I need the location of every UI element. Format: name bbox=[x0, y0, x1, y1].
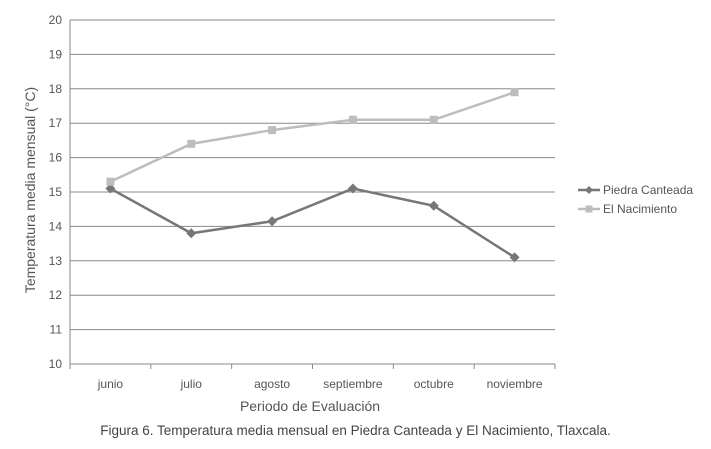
gridlines bbox=[70, 19, 555, 365]
y-tick-label: 18 bbox=[49, 82, 63, 96]
data-point bbox=[348, 115, 357, 124]
data-point bbox=[187, 139, 196, 148]
y-tick-label: 12 bbox=[49, 288, 63, 302]
legend-label: Piedra Canteada bbox=[603, 183, 693, 197]
data-point bbox=[347, 183, 358, 194]
y-tick-label: 19 bbox=[49, 47, 63, 61]
legend: Piedra Canteada El Nacimiento bbox=[578, 183, 693, 216]
figure-caption: Figura 6. Temperatura media mensual en P… bbox=[100, 423, 611, 438]
data-point bbox=[105, 183, 116, 194]
data-point bbox=[267, 216, 278, 227]
y-tick-label: 14 bbox=[49, 219, 63, 233]
x-tick-labels: junio julio agosto septiembre octubre noviemb… bbox=[97, 377, 543, 391]
y-tick-labels: 10 11 12 13 14 15 16 17 18 19 20 bbox=[49, 13, 63, 371]
series-line bbox=[109, 91, 515, 183]
series-line bbox=[109, 187, 516, 259]
data-point bbox=[186, 228, 197, 239]
x-tick-label: octubre bbox=[414, 377, 454, 391]
y-tick-label: 10 bbox=[49, 357, 63, 371]
y-tick-label: 16 bbox=[49, 151, 63, 165]
y-axis-title: Temperatura media mensual (°C) bbox=[22, 87, 38, 293]
y-tick-label: 17 bbox=[49, 116, 63, 130]
series-2 bbox=[106, 88, 519, 186]
data-point bbox=[268, 126, 277, 135]
x-axis-title: Periodo de Evaluación bbox=[240, 398, 380, 414]
legend-marker bbox=[585, 205, 593, 213]
x-tick-label: junio bbox=[97, 377, 124, 391]
data-point bbox=[429, 115, 438, 124]
x-tick-label: julio bbox=[180, 377, 203, 391]
line-chart: 10 11 12 13 14 15 16 17 18 19 20 junio julio agosto s… bbox=[22, 13, 693, 414]
series-1 bbox=[105, 183, 520, 263]
data-point bbox=[428, 200, 439, 211]
y-tick-label: 20 bbox=[49, 13, 63, 27]
x-axis bbox=[69, 20, 556, 369]
x-tick-label: noviembre bbox=[487, 377, 543, 391]
y-tick-label: 15 bbox=[49, 185, 63, 199]
data-series bbox=[105, 88, 520, 263]
data-point bbox=[106, 177, 115, 186]
y-tick-label: 11 bbox=[50, 323, 63, 337]
x-tick-label: septiembre bbox=[323, 377, 383, 391]
x-tick-label: agosto bbox=[254, 377, 290, 391]
data-point bbox=[510, 88, 519, 97]
legend-marker bbox=[585, 186, 593, 194]
data-point bbox=[509, 252, 520, 263]
y-tick-label: 13 bbox=[49, 254, 63, 268]
legend-label: El Nacimiento bbox=[603, 202, 677, 216]
